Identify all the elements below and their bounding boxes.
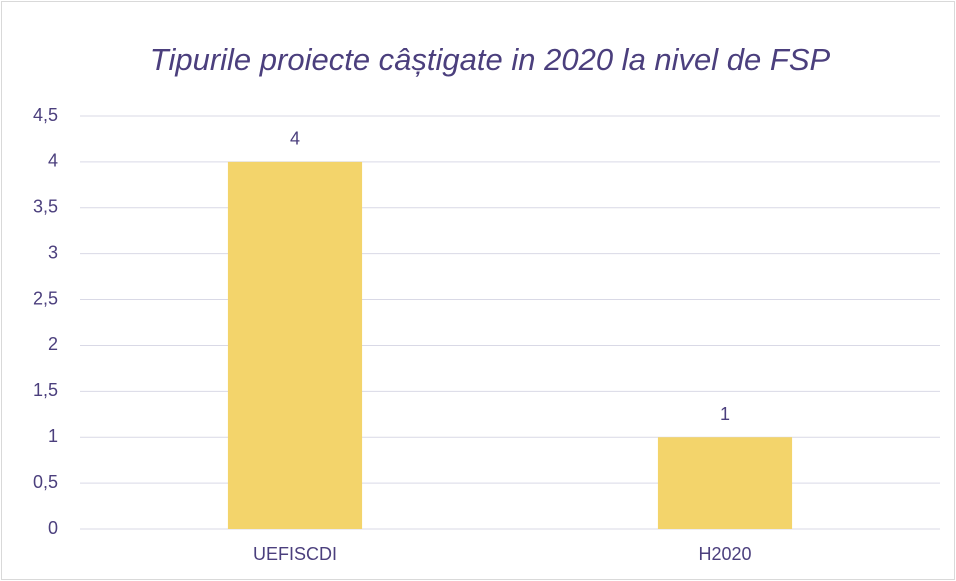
- data-label: 4: [290, 129, 300, 149]
- data-label: 1: [720, 404, 730, 424]
- y-tick-label: 2: [48, 334, 58, 354]
- y-tick-label: 1,5: [33, 380, 58, 400]
- chart-title: Tipurile proiecte câștigate in 2020 la n…: [150, 42, 831, 77]
- y-tick-label: 3,5: [33, 197, 58, 217]
- x-tick-label: H2020: [698, 544, 751, 564]
- y-tick-label: 1: [48, 426, 58, 446]
- y-tick-label: 4,5: [33, 105, 58, 125]
- y-tick-label: 0: [48, 518, 58, 538]
- x-tick-label: UEFISCDI: [253, 544, 337, 564]
- y-tick-label: 2,5: [33, 288, 58, 308]
- bar: [227, 161, 363, 529]
- y-tick-label: 0,5: [33, 472, 58, 492]
- y-tick-label: 4: [48, 151, 58, 171]
- y-tick-label: 3: [48, 242, 58, 262]
- bar: [657, 437, 793, 529]
